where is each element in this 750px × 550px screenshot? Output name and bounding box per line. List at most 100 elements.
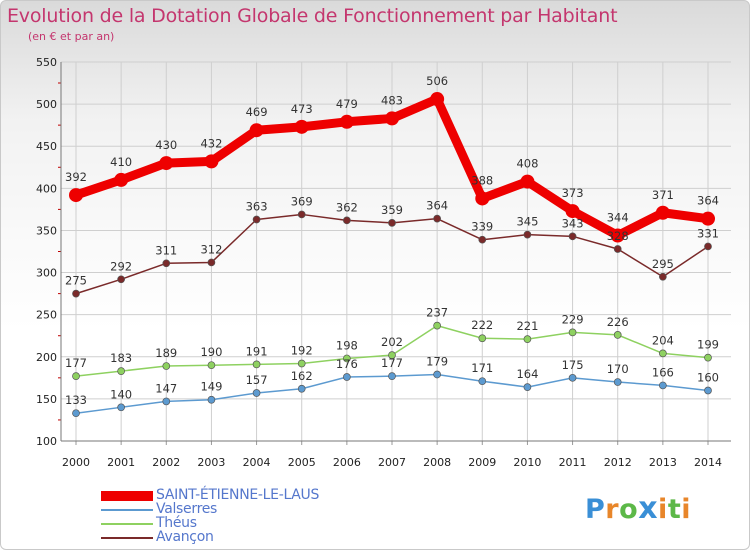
data-label-valserres: 140	[110, 387, 132, 401]
y-tick-label: 450	[36, 140, 57, 153]
data-label-saint-etienne-le-laus: 388	[471, 173, 493, 187]
x-tick-label: 2000	[62, 456, 90, 469]
chart-title: Evolution de la Dotation Globale de Fonc…	[7, 5, 618, 27]
legend-label-valserres: Valserres	[156, 501, 218, 517]
data-label-saint-etienne-le-laus: 469	[246, 105, 268, 119]
legend-label-saint-etienne-le-laus: SAINT-ÉTIENNE-LE-LAUS	[156, 487, 320, 503]
x-tick-label: 2013	[649, 456, 677, 469]
data-point-avancon	[568, 232, 577, 241]
data-point-avancon	[478, 235, 487, 244]
data-point-theus	[207, 361, 216, 370]
data-point-avancon	[252, 215, 261, 224]
data-point-saint-etienne-le-laus	[204, 154, 219, 169]
data-label-avancon: 339	[471, 220, 493, 234]
x-tick-label: 2005	[288, 456, 316, 469]
data-label-saint-etienne-le-laus: 473	[291, 102, 313, 116]
data-label-saint-etienne-le-laus: 506	[426, 74, 448, 88]
x-tick-label: 2002	[152, 456, 180, 469]
data-point-theus	[72, 372, 80, 380]
data-point-saint-etienne-le-laus	[655, 205, 670, 220]
data-label-theus: 192	[291, 344, 313, 358]
data-label-theus: 199	[697, 338, 719, 352]
logo-letter: o	[619, 494, 639, 525]
data-point-saint-etienne-le-laus	[385, 111, 399, 126]
data-point-valserres	[523, 383, 532, 391]
series-layer	[69, 92, 715, 418]
data-label-theus: 221	[516, 319, 538, 333]
x-tick-label: 2014	[694, 456, 722, 469]
data-label-valserres: 166	[652, 365, 674, 379]
data-point-valserres	[704, 386, 712, 395]
data-label-saint-etienne-le-laus: 430	[155, 138, 177, 152]
y-tick-label: 400	[36, 182, 57, 195]
data-point-avancon	[162, 259, 171, 268]
data-point-avancon	[72, 289, 80, 298]
data-label-theus: 204	[652, 333, 674, 347]
data-point-saint-etienne-le-laus	[339, 114, 354, 129]
data-label-valserres: 177	[381, 356, 403, 370]
data-label-valserres: 175	[562, 358, 584, 372]
data-point-theus	[704, 353, 712, 362]
data-label-theus: 183	[110, 351, 132, 365]
data-label-saint-etienne-le-laus: 408	[516, 157, 538, 171]
data-point-avancon	[433, 214, 441, 223]
data-label-valserres: 170	[607, 362, 629, 376]
data-label-theus: 222	[471, 318, 493, 332]
data-point-valserres	[297, 384, 306, 393]
data-point-valserres	[162, 397, 171, 406]
data-point-theus	[523, 335, 532, 343]
data-label-valserres: 179	[426, 354, 448, 368]
data-point-saint-etienne-le-laus	[475, 191, 490, 206]
data-label-avancon: 363	[246, 199, 268, 213]
data-point-valserres	[72, 409, 80, 418]
data-label-avancon: 328	[607, 229, 629, 243]
data-label-valserres: 162	[291, 369, 313, 383]
data-label-theus: 189	[155, 346, 177, 360]
data-label-saint-etienne-le-laus: 344	[607, 210, 629, 224]
legend-label-avancon: Avançon	[156, 529, 214, 545]
y-tick-label: 300	[36, 267, 57, 280]
data-point-theus	[568, 328, 577, 337]
data-point-theus	[162, 362, 171, 370]
data-point-theus	[297, 359, 306, 368]
data-label-theus: 229	[562, 312, 584, 326]
data-point-theus	[659, 349, 667, 358]
data-point-theus	[252, 360, 261, 369]
x-tick-label: 2012	[604, 456, 632, 469]
data-label-saint-etienne-le-laus: 373	[562, 186, 584, 200]
x-tick-label: 2006	[333, 456, 361, 469]
data-point-valserres	[207, 395, 216, 404]
data-point-avancon	[523, 230, 532, 239]
data-label-valserres: 147	[155, 381, 177, 395]
data-label-saint-etienne-le-laus: 483	[381, 93, 403, 107]
logo-letter: x	[638, 491, 659, 526]
data-label-avancon: 362	[336, 200, 358, 214]
axes: 100 150 200 250 300 350 400 450 500 550 2000 2001 20…	[36, 56, 731, 469]
legend-swatch-valserres	[101, 509, 153, 511]
data-label-theus: 177	[65, 356, 87, 370]
data-point-theus	[117, 367, 125, 375]
legend-swatch-theus	[101, 523, 153, 525]
data-point-avancon	[117, 275, 125, 284]
x-tick-label: 2001	[107, 456, 135, 469]
data-label-valserres: 160	[697, 370, 719, 384]
data-label-saint-etienne-le-laus: 432	[200, 136, 222, 150]
data-label-valserres: 157	[246, 373, 268, 387]
data-point-avancon	[659, 272, 667, 281]
data-label-theus: 191	[246, 344, 268, 358]
data-point-saint-etienne-le-laus	[520, 174, 535, 189]
data-label-avancon: 331	[697, 226, 719, 240]
data-point-saint-etienne-le-laus	[114, 172, 129, 187]
data-point-avancon	[613, 245, 622, 253]
x-tick-label: 2007	[378, 456, 406, 469]
data-point-valserres	[343, 373, 351, 381]
data-point-valserres	[613, 378, 622, 386]
logo-letter: r	[605, 494, 620, 525]
x-tick-label: 2009	[468, 456, 496, 469]
data-label-avancon: 359	[381, 203, 403, 217]
data-point-avancon	[388, 219, 396, 227]
data-label-saint-etienne-le-laus: 410	[110, 155, 132, 169]
data-point-valserres	[568, 373, 577, 382]
